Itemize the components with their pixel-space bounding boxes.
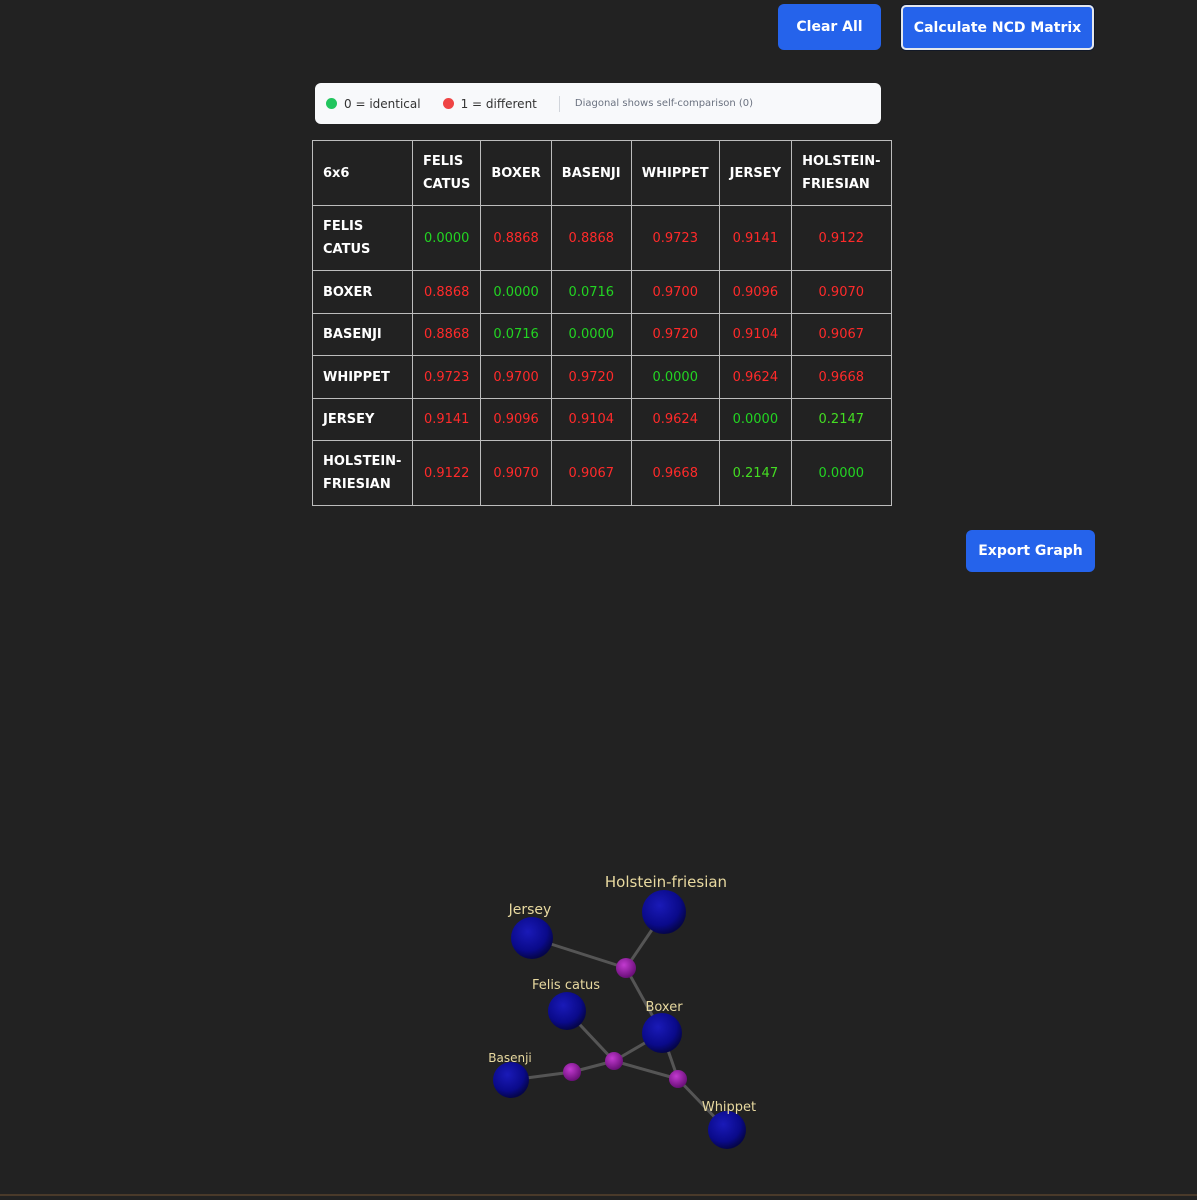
graph-node-sphere[interactable]: [548, 992, 586, 1030]
matrix-cell: 0.0000: [411, 205, 482, 271]
column-header: JERSEY: [718, 140, 793, 206]
matrix-cell: 0.2147: [718, 440, 793, 506]
table-row: FELIS CATUS 0.0000 0.8868 0.8868 0.9723 …: [312, 205, 892, 271]
matrix-cell: 0.9122: [411, 440, 482, 506]
red-dot-icon: [442, 98, 454, 109]
matrix-cell: 0.8868: [411, 270, 482, 314]
bottom-divider: [0, 1194, 1197, 1196]
column-header: HOLSTEIN-FRIESIAN: [791, 140, 892, 206]
column-header: FELIS CATUS: [411, 140, 482, 206]
graph-node-sphere[interactable]: [642, 890, 686, 934]
matrix-cell: 0.9668: [630, 440, 720, 506]
clear-all-button[interactable]: Clear All: [778, 4, 881, 50]
ncd-matrix-table: 6x6 FELIS CATUS BOXER BASENJI WHIPPET JE…: [312, 140, 892, 506]
table-row: BOXER 0.8868 0.0000 0.0716 0.9700 0.9096…: [312, 270, 892, 314]
graph-node-label: Holstein-friesian: [605, 873, 727, 891]
matrix-cell: 0.9720: [550, 355, 632, 399]
matrix-cell: 0.9122: [791, 205, 892, 271]
row-header: HOLSTEIN-FRIESIAN: [312, 440, 413, 506]
graph-node-sphere[interactable]: [511, 917, 553, 959]
green-dot-icon: [326, 98, 337, 109]
matrix-cell: 0.0716: [550, 270, 632, 314]
legend-identical: 0 = identical: [326, 97, 421, 111]
graph-junction-node[interactable]: [605, 1052, 623, 1070]
matrix-cell: 0.9070: [791, 270, 892, 314]
graph-node-whippet[interactable]: Whippet: [702, 1100, 756, 1149]
column-header: BOXER: [480, 140, 552, 206]
matrix-cell: 0.0000: [630, 355, 720, 399]
table-row: HOLSTEIN-FRIESIAN 0.9122 0.9070 0.9067 0…: [312, 440, 892, 506]
matrix-cell: 0.2147: [791, 398, 892, 441]
graph-node-label: Felis catus: [532, 978, 600, 993]
graph-node-felis-catus[interactable]: Felis catus: [532, 978, 600, 1030]
matrix-cell: 0.9096: [480, 398, 552, 441]
graph-node-label: Whippet: [702, 1100, 756, 1115]
graph-node-sphere[interactable]: [493, 1062, 529, 1098]
graph-node-label: Basenji: [488, 1051, 532, 1065]
matrix-cell: 0.0000: [718, 398, 793, 441]
matrix-cell: 0.8868: [480, 205, 552, 271]
row-header: BASENJI: [312, 313, 413, 356]
graph-node-sphere[interactable]: [708, 1111, 746, 1149]
calculate-ncd-matrix-button[interactable]: Calculate NCD Matrix: [900, 4, 1095, 51]
table-row: JERSEY 0.9141 0.9096 0.9104 0.9624 0.000…: [312, 398, 892, 441]
matrix-cell: 0.9624: [630, 398, 720, 441]
graph-node-basenji[interactable]: Basenji: [488, 1051, 532, 1098]
graph-junction-node[interactable]: [563, 1063, 581, 1081]
graph-junction-node[interactable]: [669, 1070, 687, 1088]
matrix-cell: 0.9723: [411, 355, 482, 399]
matrix-cell: 0.0000: [480, 270, 552, 314]
table-row: WHIPPET 0.9723 0.9700 0.9720 0.0000 0.96…: [312, 355, 892, 399]
matrix-cell: 0.0000: [791, 440, 892, 506]
graph-node-label: Boxer: [645, 1000, 683, 1015]
graph-node-boxer[interactable]: Boxer: [642, 1000, 683, 1053]
matrix-cell: 0.9067: [550, 440, 632, 506]
legend-different-label: 1 = different: [460, 96, 537, 111]
graph-node-sphere[interactable]: [642, 1013, 682, 1053]
matrix-cell: 0.9700: [480, 355, 552, 399]
matrix-cell: 0.9700: [630, 270, 720, 314]
export-graph-button[interactable]: Export Graph: [966, 530, 1095, 572]
graph-node-jersey[interactable]: Jersey: [508, 902, 553, 959]
matrix-legend: 0 = identical 1 = different Diagonal sho…: [315, 83, 881, 124]
table-row: BASENJI 0.8868 0.0716 0.0000 0.9720 0.91…: [312, 313, 892, 356]
graph-node-holstein[interactable]: Holstein-friesian: [605, 873, 727, 934]
matrix-cell: 0.9141: [718, 205, 793, 271]
legend-identical-label: 0 = identical: [344, 96, 421, 111]
matrix-cell: 0.9067: [791, 313, 892, 356]
matrix-cell: 0.9668: [791, 355, 892, 399]
matrix-cell: 0.0716: [480, 313, 552, 356]
legend-different: 1 = different: [442, 96, 537, 111]
graph-junction-node[interactable]: [616, 958, 636, 978]
matrix-cell: 0.9104: [550, 398, 632, 441]
legend-divider: [558, 95, 560, 112]
graph-node-label: Jersey: [508, 902, 552, 918]
matrix-cell: 0.9096: [718, 270, 793, 314]
matrix-cell: 0.9723: [630, 205, 720, 271]
matrix-cell: 0.8868: [411, 313, 482, 356]
legend-note: Diagonal shows self-comparison (0): [574, 98, 754, 109]
matrix-corner: 6x6: [312, 140, 413, 206]
graph-edge: [613, 1059, 679, 1081]
matrix-cell: 0.9141: [411, 398, 482, 441]
matrix-cell: 0.9070: [480, 440, 552, 506]
